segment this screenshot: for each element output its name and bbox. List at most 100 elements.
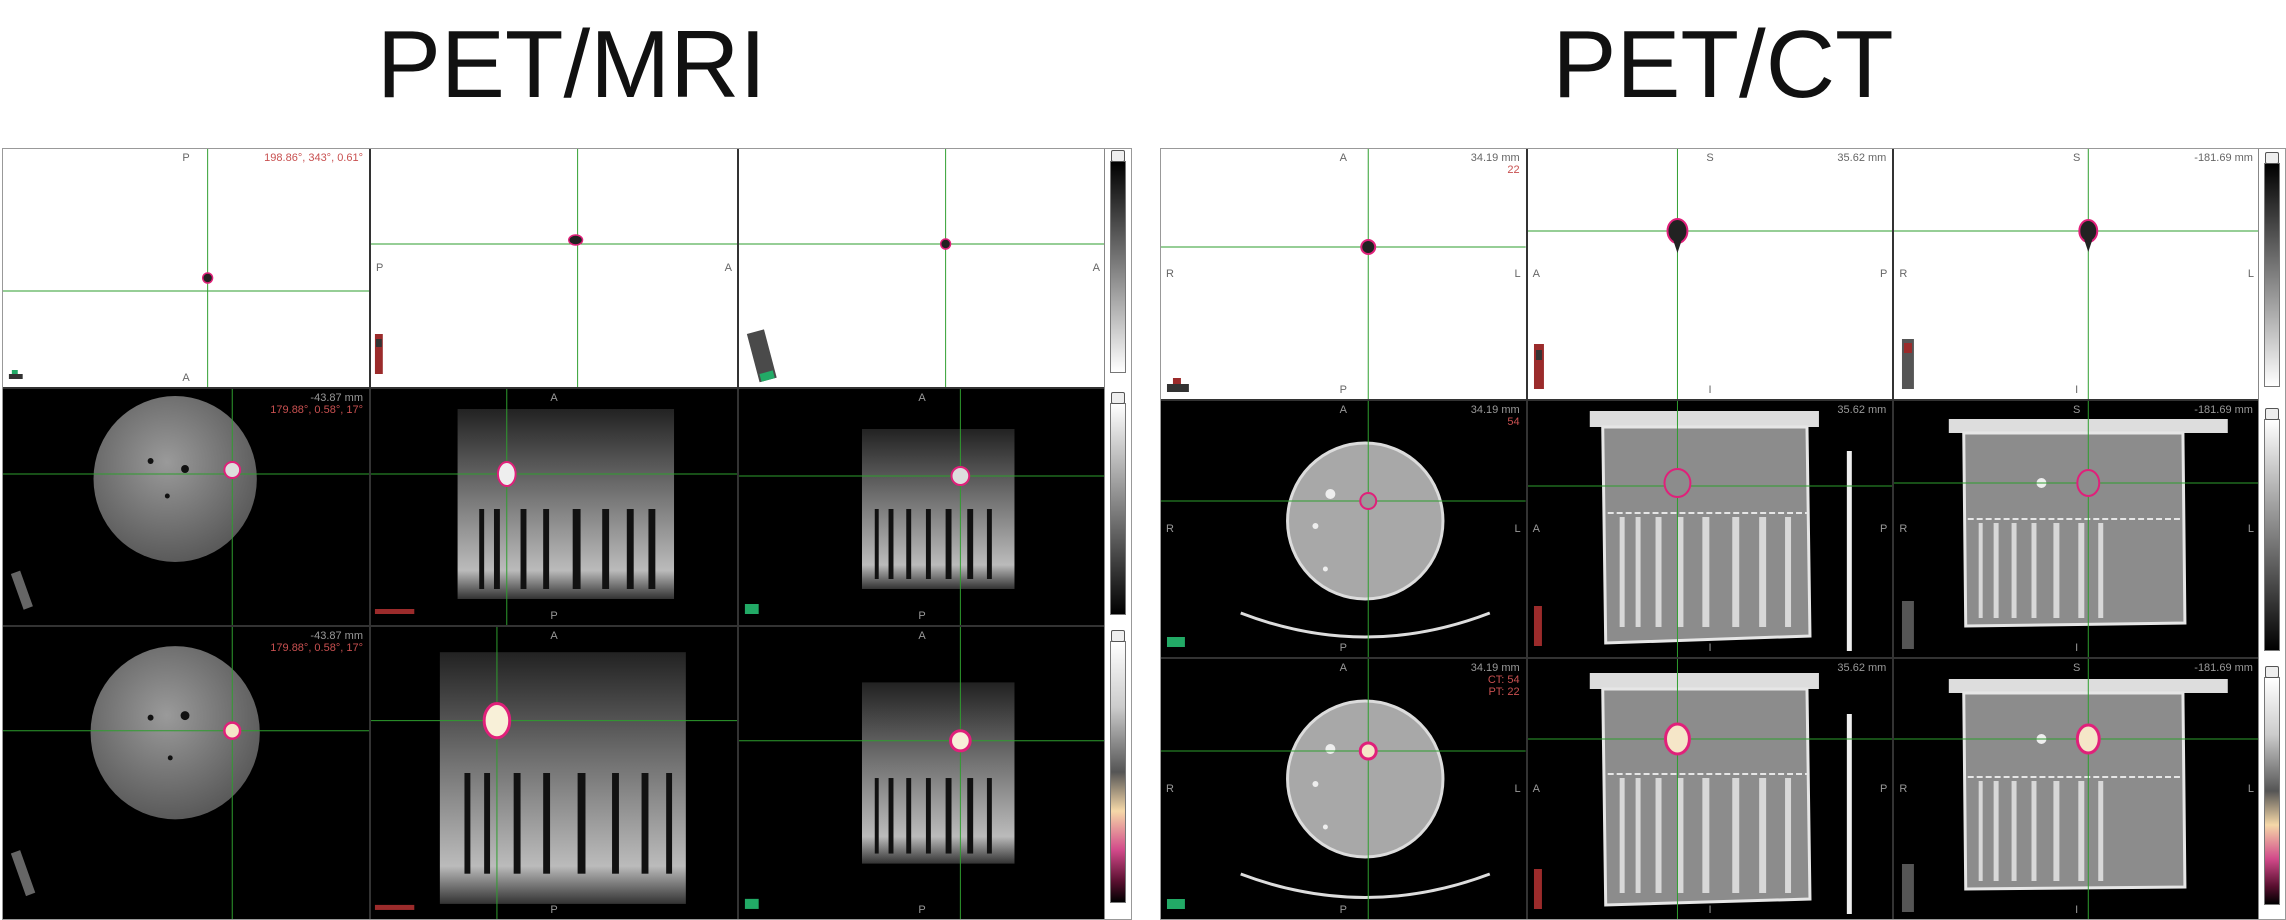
orientation-right: L <box>1514 523 1521 535</box>
pet-mri-panel: P A 198.86°, 343°, 0.61° P A A <box>2 148 1132 920</box>
colorbar-handle-icon[interactable] <box>1111 630 1125 642</box>
orientation-top: A <box>918 392 926 404</box>
slice-position: 34.19 mm <box>1470 152 1520 164</box>
ct-viewport-r2c2[interactable]: A P I 35.62 mm <box>1527 401 1893 657</box>
orientation-top: A <box>918 630 926 642</box>
orientation-left: R <box>1166 783 1174 795</box>
orientation-bottom: P <box>550 904 558 916</box>
orientation-bottom: P <box>918 904 926 916</box>
orientation-left: A <box>1532 523 1540 535</box>
slice-position: 35.62 mm <box>1837 404 1887 416</box>
pet-mri-viewport-r1c2[interactable]: P A <box>371 149 737 387</box>
pet-mri-viewport-r1c3[interactable]: A <box>739 149 1105 387</box>
orientation-bottom: A <box>182 372 190 384</box>
orientation-right: A <box>724 262 732 274</box>
orientation-top: P <box>182 152 190 164</box>
title-pet-ct: PET/CT <box>1552 11 1894 118</box>
fused-viewport-r3c1[interactable]: -43.87 mm 179.88°, 0.58°, 17° <box>3 627 369 919</box>
orientation-left: R <box>1899 268 1908 280</box>
slice-position: 35.62 mm <box>1837 152 1887 164</box>
orientation-top: A <box>1339 404 1347 416</box>
pet-mri-viewport-r1c1[interactable]: P A 198.86°, 343°, 0.61° <box>3 149 369 387</box>
orientation-bottom: P <box>1339 384 1347 396</box>
orientation-left: R <box>1899 783 1908 795</box>
colorbar-column <box>1104 149 1131 919</box>
orientation-top: A <box>550 630 558 642</box>
fused-viewport-r3c2[interactable]: A P <box>371 627 737 919</box>
fused-ct-viewport-r3c3[interactable]: S I R L -181.69 mm <box>1894 659 2259 919</box>
ct-colorbar[interactable] <box>2264 408 2280 651</box>
rotation-info: 179.88°, 0.58°, 17° <box>270 642 363 654</box>
orientation-bottom: I <box>2075 904 2079 916</box>
orientation-left: P <box>376 262 384 274</box>
orientation-bottom: P <box>1339 642 1347 654</box>
orientation-right: P <box>1879 523 1888 535</box>
orientation-right: L <box>2247 523 2254 535</box>
orientation-top: A <box>550 392 558 404</box>
pet-ct-panel: A P R L 34.19 mm 22 S I A P 35.62 mm <box>1160 148 2286 920</box>
slice-position: -43.87 mm <box>310 630 363 642</box>
fused-ct-viewport-r3c1[interactable]: A P R L 34.19 mm CT: 54 PT: 22 <box>1161 659 1526 919</box>
orientation-top: A <box>1339 662 1347 674</box>
colorbar-handle-icon[interactable] <box>1111 392 1125 404</box>
fused-colorbar[interactable] <box>2264 666 2280 905</box>
slice-position: -181.69 mm <box>2194 152 2253 164</box>
pet-colorbar[interactable] <box>1110 150 1126 373</box>
mri-viewport-r2c3[interactable]: A P <box>739 389 1105 625</box>
pet-ct-viewport-r1c1[interactable]: A P R L 34.19 mm 22 <box>1161 149 1526 399</box>
orientation-top: S <box>2072 152 2081 164</box>
orientation-right: P <box>1879 268 1888 280</box>
slice-position: -43.87 mm <box>310 392 363 404</box>
slice-position: 34.19 mm <box>1470 662 1520 674</box>
mri-colorbar[interactable] <box>1110 392 1126 615</box>
orientation-left: R <box>1899 523 1908 535</box>
colorbar-handle-icon[interactable] <box>2265 408 2279 420</box>
slice-number: 22 <box>1507 164 1520 176</box>
rotation-info: 198.86°, 343°, 0.61° <box>264 152 363 164</box>
ct-slice: CT: 54 <box>1487 674 1520 686</box>
orientation-bottom: I <box>1708 642 1712 654</box>
pet-ct-viewport-r1c3[interactable]: S I R L -181.69 mm <box>1894 149 2259 399</box>
slice-position: -181.69 mm <box>2194 662 2253 674</box>
pet-colorbar[interactable] <box>2264 152 2280 387</box>
orientation-bottom: I <box>1708 904 1712 916</box>
orientation-bottom: P <box>1339 904 1347 916</box>
rotation-info: 179.88°, 0.58°, 17° <box>270 404 363 416</box>
mri-viewport-r2c2[interactable]: A P <box>371 389 737 625</box>
pt-slice: PT: 22 <box>1488 686 1520 698</box>
orientation-bottom: P <box>550 610 558 622</box>
orientation-right: L <box>1514 783 1521 795</box>
orientation-right: L <box>1514 268 1521 280</box>
orientation-right: A <box>1092 262 1100 274</box>
orientation-left: A <box>1532 268 1540 280</box>
orientation-left: A <box>1532 783 1540 795</box>
orientation-top: A <box>1339 152 1347 164</box>
colorbar-handle-icon[interactable] <box>2265 152 2279 164</box>
slice-position: 35.62 mm <box>1837 662 1887 674</box>
slice-number: 54 <box>1507 416 1520 428</box>
orientation-left: R <box>1166 523 1174 535</box>
fused-colorbar[interactable] <box>1110 630 1126 903</box>
pet-ct-viewport-r1c2[interactable]: S I A P 35.62 mm <box>1527 149 1893 399</box>
orientation-right: P <box>1879 783 1888 795</box>
orientation-right: L <box>2247 783 2254 795</box>
orientation-bottom: I <box>2075 642 2079 654</box>
colorbar-handle-icon[interactable] <box>2265 666 2279 678</box>
orientation-left: R <box>1166 268 1174 280</box>
orientation-top: S <box>2072 404 2081 416</box>
mri-viewport-r2c1[interactable]: -43.87 mm 179.88°, 0.58°, 17° <box>3 389 369 625</box>
slice-position: -181.69 mm <box>2194 404 2253 416</box>
slice-position: 34.19 mm <box>1470 404 1520 416</box>
fused-ct-viewport-r3c2[interactable]: A P I 35.62 mm <box>1527 659 1893 919</box>
colorbar-column <box>2258 149 2285 919</box>
orientation-bottom: I <box>2075 384 2079 396</box>
orientation-top: S <box>1706 152 1714 164</box>
orientation-right: L <box>2247 268 2254 280</box>
orientation-bottom: I <box>1708 384 1712 396</box>
ct-viewport-r2c1[interactable]: A P R L 34.19 mm 54 <box>1161 401 1526 657</box>
ct-viewport-r2c3[interactable]: S I R L -181.69 mm <box>1894 401 2259 657</box>
orientation-top: S <box>2072 662 2081 674</box>
colorbar-handle-icon[interactable] <box>1111 150 1125 162</box>
title-pet-mri: PET/MRI <box>376 11 767 118</box>
fused-viewport-r3c3[interactable]: A P <box>739 627 1105 919</box>
